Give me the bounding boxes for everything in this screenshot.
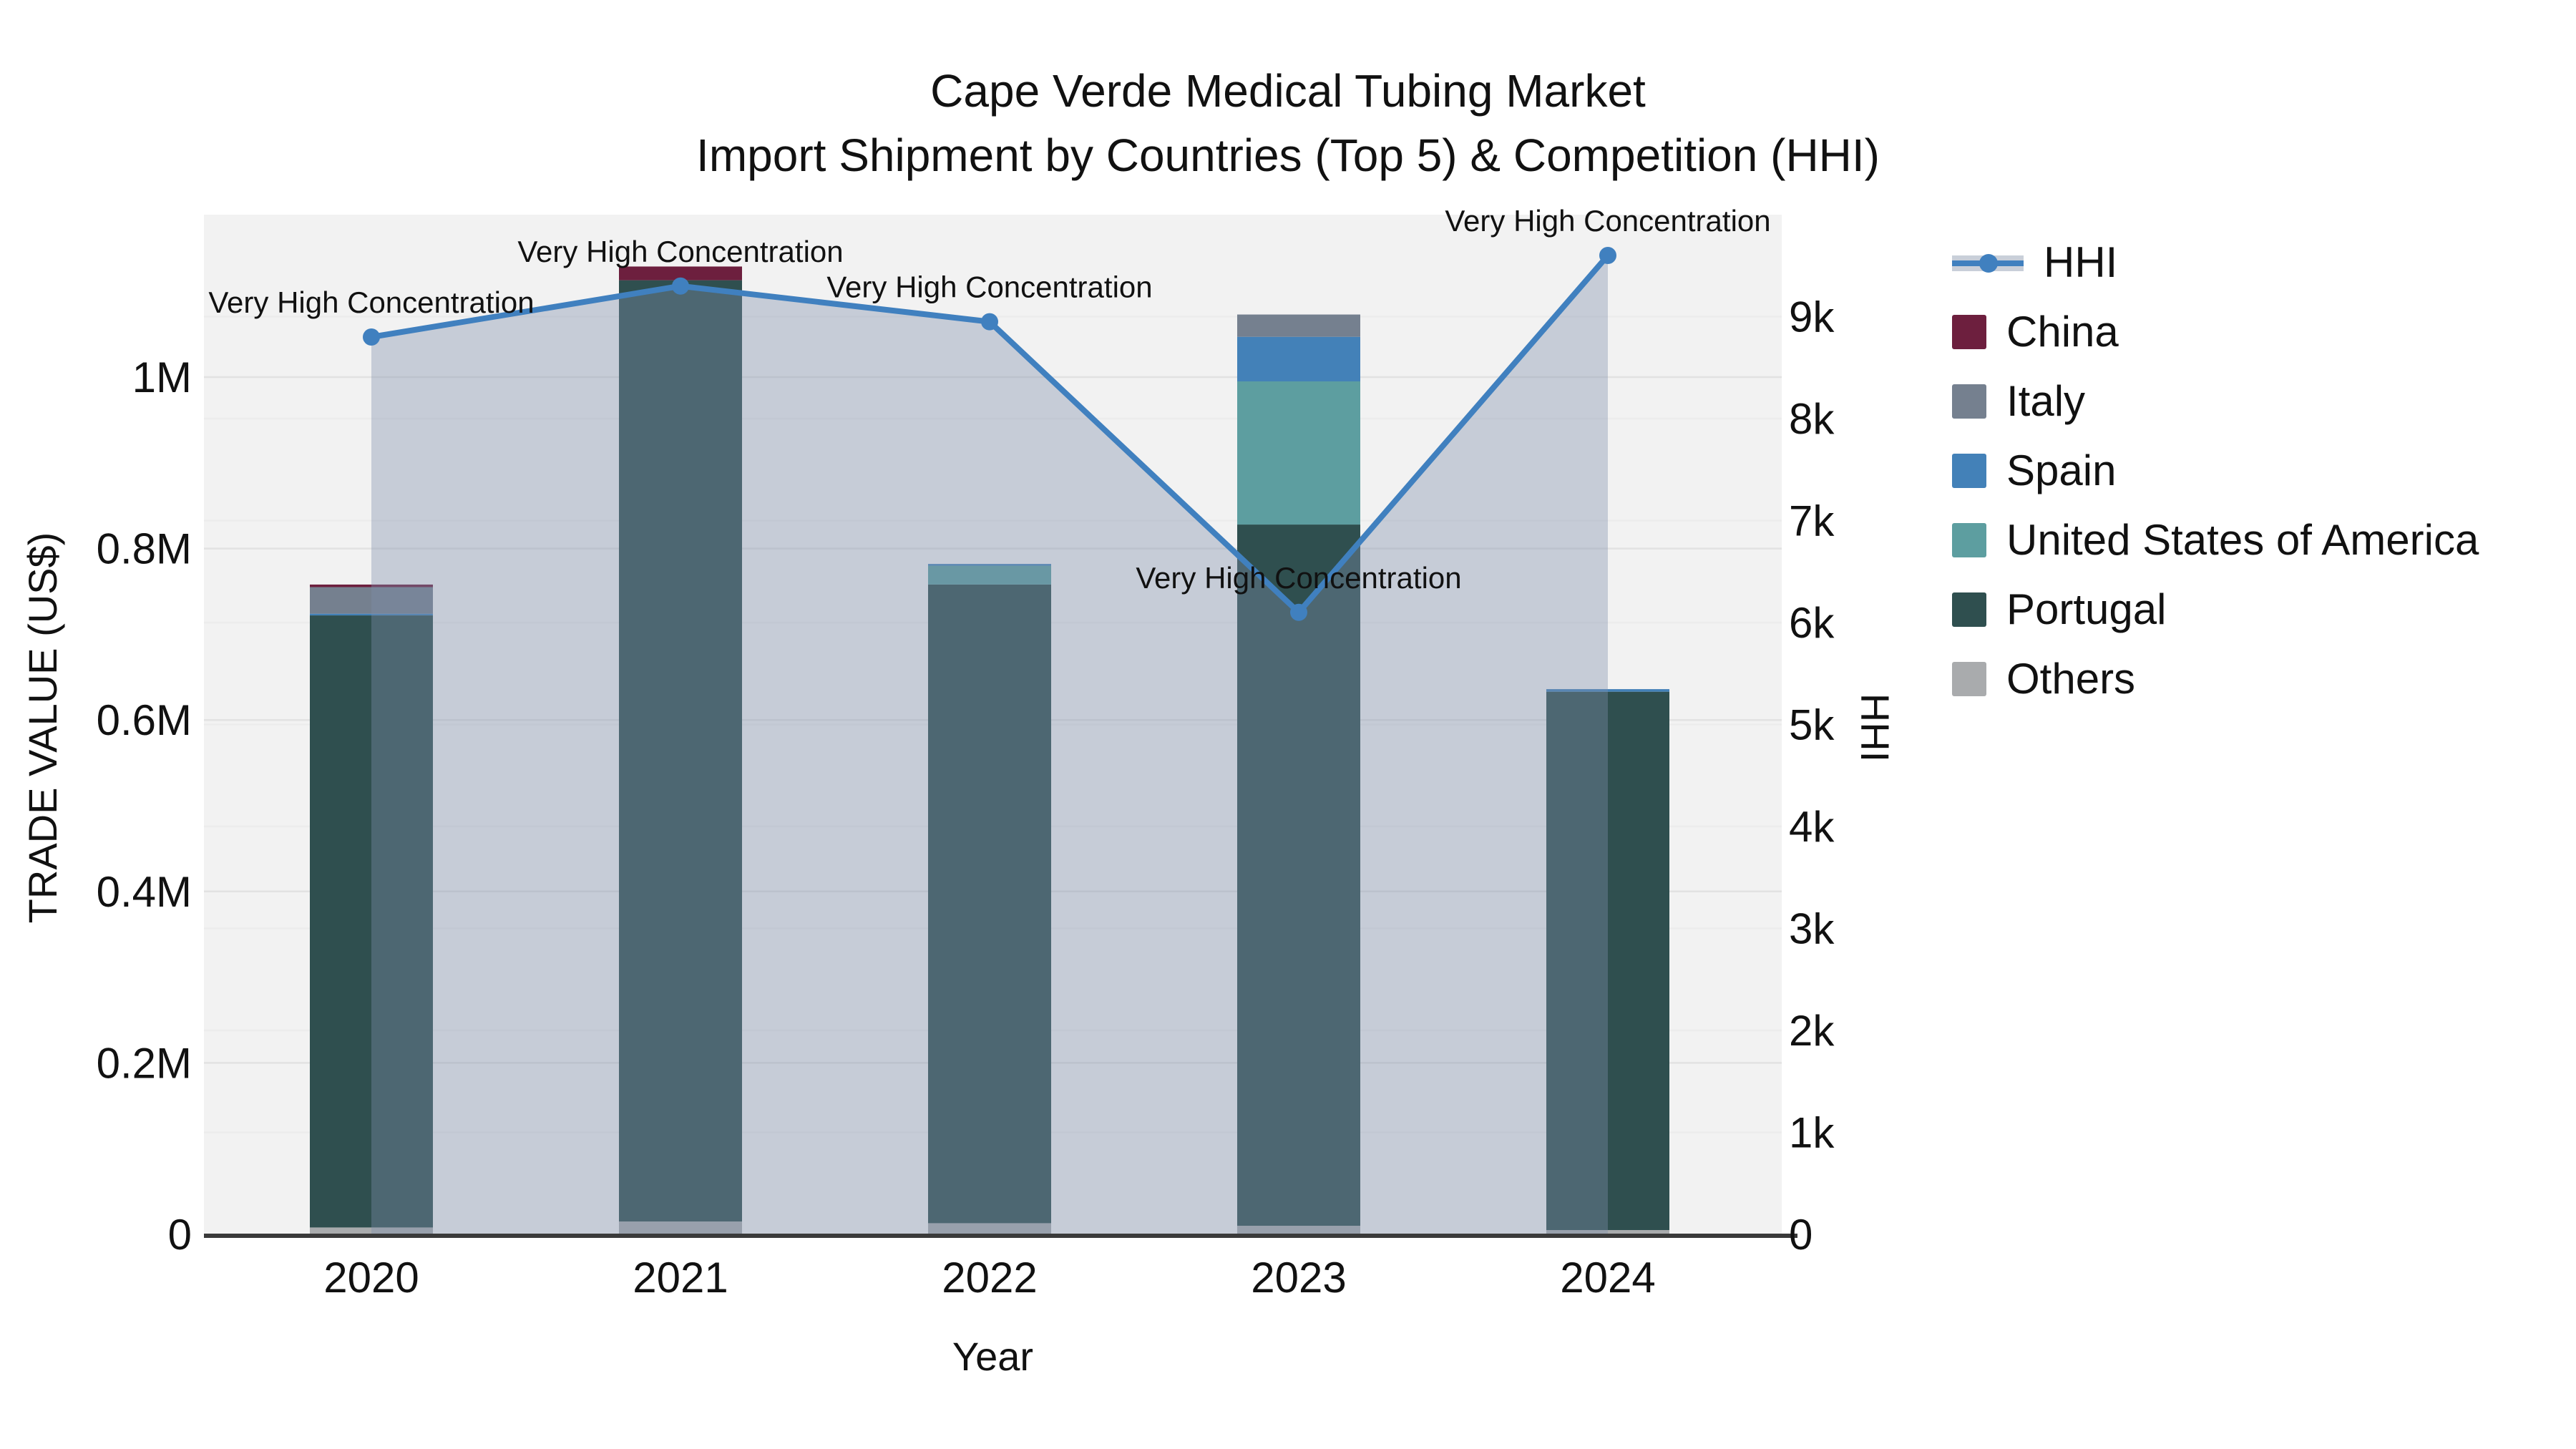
x-axis-ticks: 2020 2021 2022 2023 2024 — [323, 1254, 1655, 1302]
bar-segment-portugal[interactable] — [1237, 525, 1360, 1226]
bar-segment-united-states-of-america[interactable] — [1237, 381, 1360, 525]
right-tick-label: 4k — [1789, 803, 1835, 851]
legend-item-label: Portugal — [2006, 585, 2167, 633]
bar-segment-italy[interactable] — [310, 587, 433, 614]
left-tick-label: 0 — [168, 1211, 192, 1259]
hhi-marker[interactable] — [672, 277, 689, 295]
legend-item-hhi[interactable]: HHI — [1952, 228, 2479, 297]
legend-color-swatch — [1952, 661, 1986, 696]
legend-item-others[interactable]: Others — [1952, 644, 2479, 713]
legend-color-swatch — [1952, 453, 1986, 488]
hhi-marker[interactable] — [1290, 603, 1307, 621]
x-tick-label: 2020 — [323, 1254, 419, 1302]
left-axis-ticks: 0 0.2M 0.4M 0.6M 0.8M 1M — [97, 353, 192, 1259]
legend-item-label: Italy — [2006, 376, 2086, 425]
right-tick-label: 6k — [1789, 599, 1835, 647]
left-tick-label: 0.8M — [97, 525, 192, 573]
hhi-marker[interactable] — [363, 328, 380, 346]
legend-item-label: HHI — [2044, 238, 2118, 286]
bar-segment-spain[interactable] — [1546, 689, 1669, 692]
x-tick-label: 2022 — [942, 1254, 1037, 1302]
legend-item-portugal[interactable]: Portugal — [1952, 575, 2479, 644]
right-axis-title: HHI — [1853, 693, 1898, 763]
bar-segment-others[interactable] — [928, 1223, 1051, 1234]
legend-item-label: United States of America — [2006, 515, 2479, 564]
right-tick-label: 7k — [1789, 497, 1835, 545]
annotation-label: Very High Concentration — [208, 286, 534, 319]
bar-segment-united-states-of-america[interactable] — [928, 565, 1051, 585]
legend: HHI China Italy Spain United States of Ameri… — [1952, 228, 2479, 713]
left-tick-label: 0.4M — [97, 868, 192, 916]
left-tick-label: 0.6M — [97, 696, 192, 744]
right-tick-label: 2k — [1789, 1007, 1835, 1055]
bar-segment-china[interactable] — [310, 584, 433, 587]
left-axis-title: TRADE VALUE (US$) — [20, 532, 65, 924]
right-tick-label: 5k — [1789, 701, 1835, 749]
legend-item-united-states-of-america[interactable]: United States of America — [1952, 505, 2479, 575]
right-tick-label: 0 — [1789, 1211, 1813, 1259]
legend-item-italy[interactable]: Italy — [1952, 366, 2479, 436]
bar-segment-portugal[interactable] — [928, 584, 1051, 1224]
hhi-legend-marker-icon — [1952, 246, 2024, 279]
legend-color-swatch — [1952, 522, 1986, 557]
legend-item-china[interactable]: China — [1952, 297, 2479, 366]
x-tick-label: 2021 — [633, 1254, 728, 1302]
hhi-marker[interactable] — [981, 313, 998, 331]
annotation-label: Very High Concentration — [1136, 561, 1461, 595]
hhi-marker[interactable] — [1599, 247, 1616, 264]
bar-segment-spain[interactable] — [1237, 336, 1360, 381]
bar-segment-others[interactable] — [310, 1227, 433, 1234]
legend-item-spain[interactable]: Spain — [1952, 436, 2479, 505]
hhi-markers[interactable] — [363, 247, 1616, 621]
right-tick-label: 8k — [1789, 395, 1835, 443]
bar-segment-others[interactable] — [1237, 1226, 1360, 1234]
legend-item-label: China — [2006, 307, 2119, 356]
bar-segment-spain[interactable] — [310, 613, 433, 616]
hhi-area — [371, 255, 1608, 1234]
left-tick-label: 1M — [132, 353, 192, 401]
x-axis-title: Year — [952, 1334, 1034, 1379]
x-tick-label: 2024 — [1560, 1254, 1655, 1302]
legend-color-swatch — [1952, 384, 1986, 419]
legend-item-label: Spain — [2006, 446, 2117, 494]
left-tick-label: 0.2M — [97, 1039, 192, 1087]
x-tick-label: 2023 — [1251, 1254, 1346, 1302]
legend-item-label: Others — [2006, 654, 2136, 703]
bar-segment-china[interactable] — [619, 266, 742, 280]
annotation-label: Very High Concentration — [1445, 204, 1770, 238]
legend-color-swatch — [1952, 314, 1986, 349]
bar-segment-others[interactable] — [619, 1221, 742, 1234]
right-tick-label: 3k — [1789, 905, 1835, 953]
right-tick-label: 1k — [1789, 1109, 1835, 1157]
bar-segment-others[interactable] — [1546, 1230, 1669, 1234]
chart-title-line2: Import Shipment by Countries (Top 5) & C… — [696, 130, 1880, 181]
bars[interactable] — [310, 266, 1669, 1234]
right-tick-label: 9k — [1789, 293, 1835, 341]
annotation-label: Very High Concentration — [826, 270, 1152, 304]
annotation-label: Very High Concentration — [517, 235, 843, 268]
bar-segment-spain[interactable] — [928, 564, 1051, 566]
bar-segment-italy[interactable] — [1237, 314, 1360, 337]
bar-segment-portugal[interactable] — [619, 280, 742, 1222]
right-axis-ticks: 0 1k 2k 3k 4k 5k 6k 7k 8k 9k — [1789, 293, 1835, 1259]
bar-segment-portugal[interactable] — [1546, 691, 1669, 1231]
chart-title-line1: Cape Verde Medical Tubing Market — [930, 65, 1646, 117]
legend-color-swatch — [1952, 592, 1986, 627]
bar-segment-portugal[interactable] — [310, 615, 433, 1228]
